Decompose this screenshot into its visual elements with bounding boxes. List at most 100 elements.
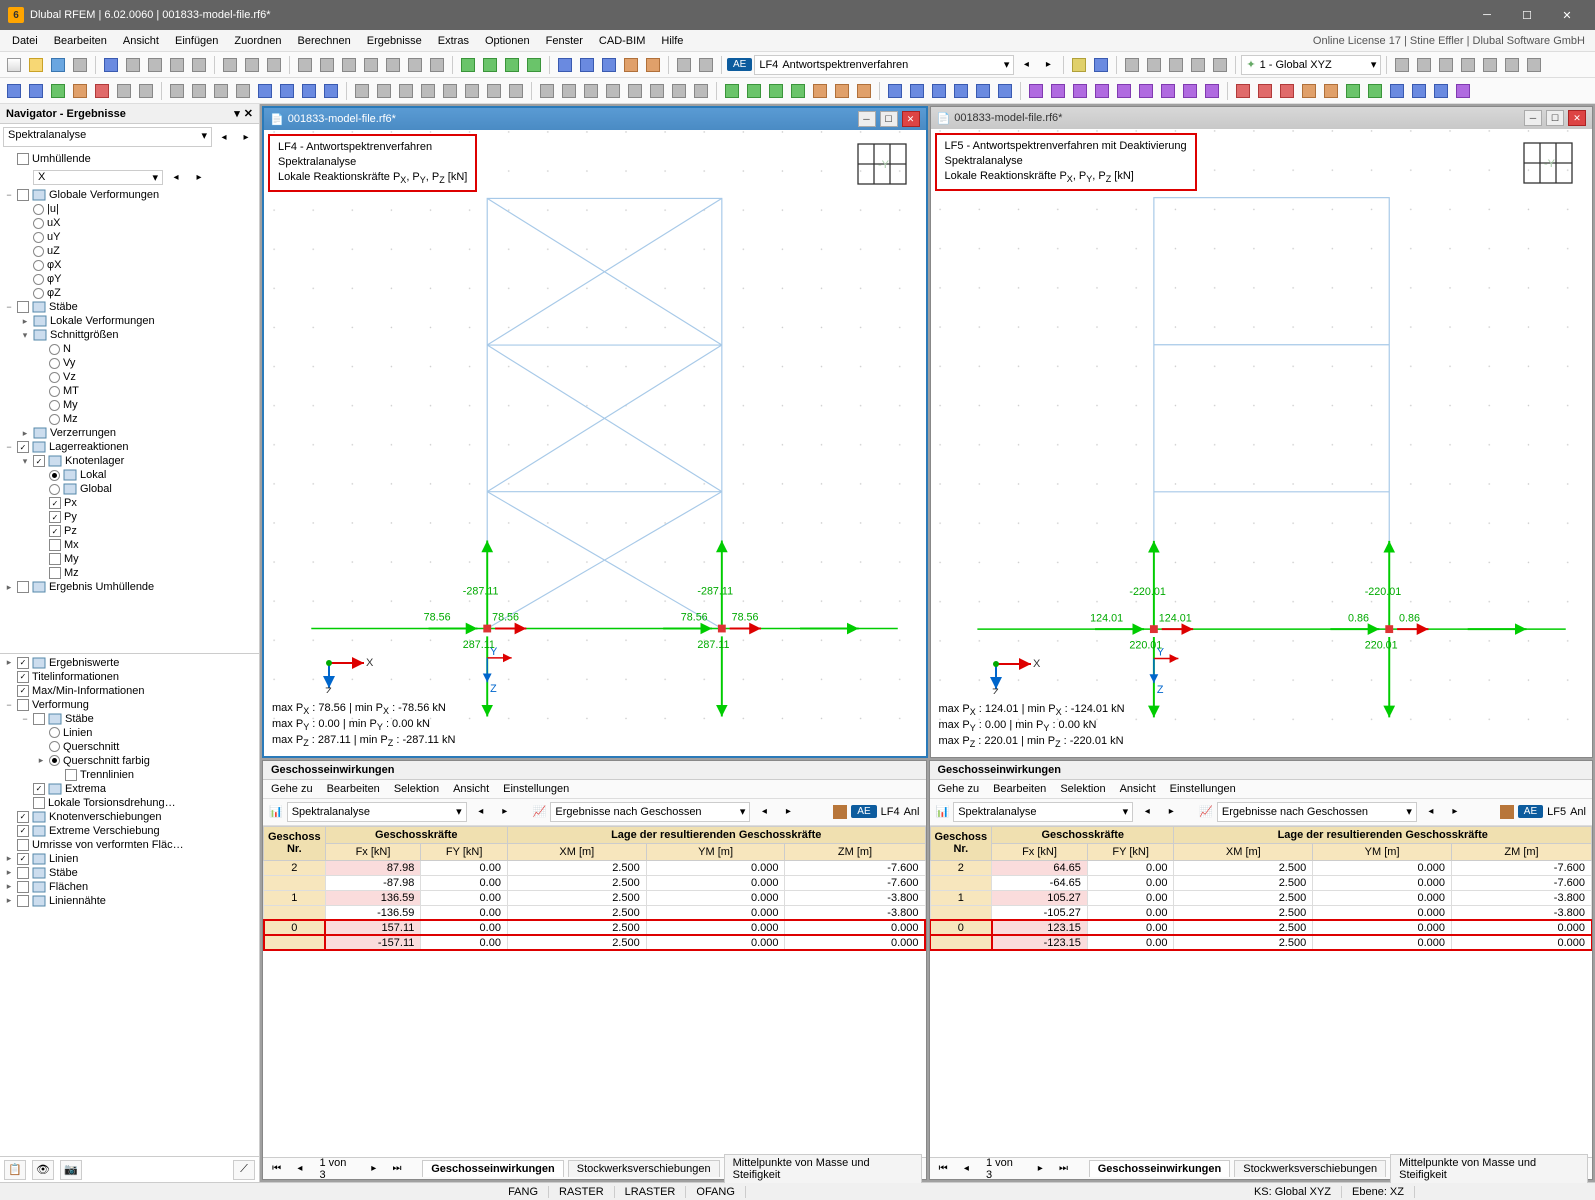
tree-item[interactable]: uY bbox=[0, 230, 259, 244]
page-last[interactable]: ⏭ bbox=[1054, 1159, 1073, 1179]
tree-item[interactable]: ▸Stäbe bbox=[0, 866, 259, 880]
view-orientation-icon[interactable]: -Y bbox=[1514, 135, 1584, 195]
table-menu-item[interactable]: Einstellungen bbox=[503, 783, 569, 795]
toolbar-button[interactable] bbox=[669, 81, 689, 101]
table-menu-item[interactable]: Selektion bbox=[394, 783, 439, 795]
toolbar-button[interactable] bbox=[136, 81, 156, 101]
page-last[interactable]: ⏭ bbox=[387, 1159, 406, 1179]
tree-checkbox[interactable] bbox=[17, 657, 29, 669]
toolbar-button[interactable] bbox=[1524, 55, 1544, 75]
tree-checkbox[interactable] bbox=[17, 853, 29, 865]
tree-checkbox[interactable] bbox=[65, 769, 77, 781]
tree-radio[interactable] bbox=[49, 344, 60, 355]
toolbar-button[interactable] bbox=[317, 55, 337, 75]
menu-optionen[interactable]: Optionen bbox=[477, 32, 538, 50]
tree-radio[interactable] bbox=[49, 741, 60, 752]
tree-checkbox[interactable] bbox=[49, 525, 61, 537]
toolbar-button[interactable] bbox=[788, 81, 808, 101]
tree-checkbox[interactable] bbox=[49, 553, 61, 565]
table-tab[interactable]: Geschosseinwirkungen bbox=[422, 1160, 563, 1177]
toolbar-button[interactable] bbox=[951, 81, 971, 101]
toolbar-button[interactable] bbox=[440, 81, 460, 101]
menu-extras[interactable]: Extras bbox=[430, 32, 477, 50]
tree-item[interactable]: ▸Ergebniswerte bbox=[0, 656, 259, 670]
toolbar-button[interactable] bbox=[696, 55, 716, 75]
page-first[interactable]: ⏮ bbox=[267, 1159, 286, 1179]
tree-radio[interactable] bbox=[49, 386, 60, 397]
tree-item[interactable]: Vy bbox=[0, 356, 259, 370]
nav-view-icon[interactable]: 👁 bbox=[32, 1160, 54, 1180]
toolbar-button[interactable] bbox=[484, 81, 504, 101]
table-menu-item[interactable]: Selektion bbox=[1060, 783, 1105, 795]
tree-item[interactable]: Vz bbox=[0, 370, 259, 384]
tree-checkbox[interactable] bbox=[49, 539, 61, 551]
toolbar-button[interactable] bbox=[995, 81, 1015, 101]
menu-hilfe[interactable]: Hilfe bbox=[653, 32, 691, 50]
view-maximize[interactable]: ☐ bbox=[1546, 110, 1564, 126]
tree-checkbox[interactable] bbox=[17, 189, 29, 201]
nav-prev-button[interactable]: ◂ bbox=[214, 127, 234, 147]
toolbar-button[interactable] bbox=[555, 55, 575, 75]
page-prev[interactable]: ◂ bbox=[290, 1159, 309, 1179]
toolbar-button[interactable] bbox=[1277, 81, 1297, 101]
tree-item[interactable]: φY bbox=[0, 272, 259, 286]
tree-checkbox[interactable] bbox=[33, 713, 45, 725]
menu-zuordnen[interactable]: Zuordnen bbox=[226, 32, 289, 50]
toolbar-button[interactable] bbox=[1180, 81, 1200, 101]
tree-item[interactable]: Global bbox=[0, 482, 259, 496]
toolbar-button[interactable] bbox=[766, 81, 786, 101]
tree-radio[interactable] bbox=[33, 204, 44, 215]
toolbar-button[interactable] bbox=[691, 81, 711, 101]
toolbar-button[interactable] bbox=[233, 81, 253, 101]
toolbar-button[interactable] bbox=[242, 55, 262, 75]
toolbar-button[interactable] bbox=[1233, 81, 1253, 101]
table-grid[interactable]: GeschossNr. Geschosskräfte Lage der resu… bbox=[263, 826, 926, 1157]
toolbar-button[interactable] bbox=[577, 55, 597, 75]
tree-item[interactable]: Px bbox=[0, 496, 259, 510]
toolbar-button[interactable] bbox=[1414, 55, 1434, 75]
tree-item[interactable]: ▸Flächen bbox=[0, 880, 259, 894]
toolbar-button[interactable] bbox=[418, 81, 438, 101]
toolbar-button[interactable] bbox=[643, 55, 663, 75]
table-results-combo[interactable]: Ergebnisse nach Geschossen▾ bbox=[1217, 802, 1417, 822]
toolbar-button[interactable] bbox=[674, 55, 694, 75]
nav-next-button[interactable]: ▸ bbox=[236, 127, 256, 147]
toolbar-button[interactable] bbox=[114, 81, 134, 101]
toolbar-button[interactable] bbox=[462, 81, 482, 101]
display-tree[interactable]: ▸ErgebniswerteTitelinformationenMax/Min-… bbox=[0, 654, 259, 1157]
table-menu-item[interactable]: Bearbeiten bbox=[993, 783, 1046, 795]
toolbar-button[interactable] bbox=[885, 81, 905, 101]
toolbar-button[interactable] bbox=[480, 55, 500, 75]
toolbar-button[interactable] bbox=[264, 55, 284, 75]
view-canvas[interactable]: -220.01 124.01 124.01 220.01 -220.01 0.8… bbox=[931, 129, 1593, 757]
toolbar-button[interactable] bbox=[1436, 55, 1456, 75]
toolbar-button[interactable] bbox=[396, 81, 416, 101]
toolbar-button[interactable] bbox=[973, 81, 993, 101]
view-minimize[interactable]: ─ bbox=[1524, 110, 1542, 126]
tree-checkbox[interactable] bbox=[17, 301, 29, 313]
table-results-combo[interactable]: Ergebnisse nach Geschossen▾ bbox=[550, 802, 750, 822]
tree-item[interactable]: N bbox=[0, 342, 259, 356]
page-next[interactable]: ▸ bbox=[364, 1159, 383, 1179]
tree-item[interactable]: Lokale Torsionsdrehung… bbox=[0, 796, 259, 810]
tree-item[interactable]: −Stäbe bbox=[0, 300, 259, 314]
toolbar-button[interactable] bbox=[1069, 55, 1089, 75]
toolbar-button[interactable] bbox=[1210, 55, 1230, 75]
tree-item[interactable]: Linien bbox=[0, 726, 259, 740]
tree-radio[interactable] bbox=[33, 260, 44, 271]
tree-item[interactable]: |u| bbox=[0, 202, 259, 216]
tree-item[interactable]: ▸Liniennähte bbox=[0, 894, 259, 908]
tree-item[interactable]: Mx bbox=[0, 538, 259, 552]
toolbar-button[interactable] bbox=[1255, 81, 1275, 101]
loadcase-combo[interactable]: LF4Antwortspektrenverfahren▾ bbox=[754, 55, 1014, 75]
toolbar-button[interactable] bbox=[1392, 55, 1412, 75]
minimize-button[interactable]: ─ bbox=[1467, 0, 1507, 30]
tree-checkbox[interactable] bbox=[17, 881, 29, 893]
tree-checkbox[interactable] bbox=[33, 797, 45, 809]
view-close[interactable]: ✕ bbox=[1568, 110, 1586, 126]
menu-ergebnisse[interactable]: Ergebnisse bbox=[359, 32, 430, 50]
tree-item[interactable]: −Globale Verformungen bbox=[0, 188, 259, 202]
view-orientation-icon[interactable]: -Y bbox=[848, 136, 918, 196]
menu-bearbeiten[interactable]: Bearbeiten bbox=[46, 32, 115, 50]
tree-radio[interactable] bbox=[49, 372, 60, 383]
